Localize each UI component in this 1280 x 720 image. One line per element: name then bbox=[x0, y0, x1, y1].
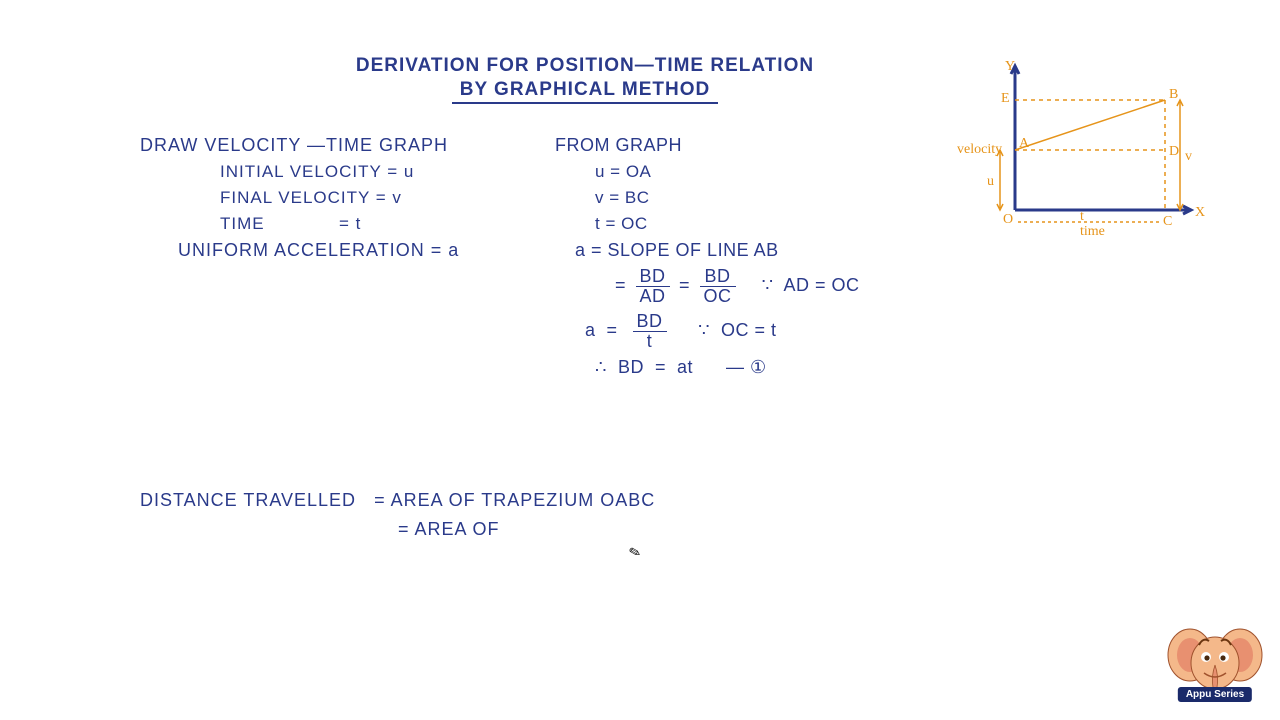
frac2-den: OC bbox=[700, 287, 736, 306]
left-row-0: INITIAL VELOCITY = u bbox=[140, 162, 459, 182]
eq-mark: — ① bbox=[726, 357, 767, 377]
label-u: u bbox=[987, 174, 994, 189]
title-line-2: BY GRAPHICAL METHOD bbox=[305, 79, 865, 104]
accel-frac2-row: a = BD t ∵ OC = t bbox=[555, 312, 860, 351]
frac1-den: AD bbox=[636, 287, 670, 306]
label-x: X bbox=[1195, 205, 1205, 220]
frac3-num: BD bbox=[633, 312, 667, 332]
graph-svg: Y X O A B C D E velocity time u v t bbox=[985, 60, 1235, 250]
distance-line-2: = AREA OF bbox=[140, 519, 655, 540]
label-time: time bbox=[1080, 224, 1105, 239]
label-y: Y bbox=[1005, 59, 1015, 74]
right-row-0: u = OA bbox=[555, 162, 860, 182]
left-header: DRAW VELOCITY —TIME GRAPH bbox=[140, 135, 459, 156]
right-header: FROM GRAPH bbox=[555, 135, 860, 156]
distance-line-1: DISTANCE TRAVELLED = AREA OF TRAPEZIUM O… bbox=[140, 490, 655, 511]
label-b: B bbox=[1169, 87, 1178, 102]
left-row-1: FINAL VELOCITY = v bbox=[140, 188, 459, 208]
frac2-num: BD bbox=[700, 267, 736, 287]
right-row-1: v = BC bbox=[555, 188, 860, 208]
frac3-den: t bbox=[633, 332, 667, 351]
note-ad-oc: ∵ AD = OC bbox=[762, 275, 860, 295]
right-row-2: t = OC bbox=[555, 214, 860, 234]
title-block: DERIVATION FOR POSITION—TIME RELATION BY… bbox=[305, 55, 865, 104]
frac1-num: BD bbox=[636, 267, 670, 287]
left-column: DRAW VELOCITY —TIME GRAPH INITIAL VELOCI… bbox=[140, 135, 459, 267]
bd-at: ∴ BD = at bbox=[595, 357, 693, 377]
label-v: v bbox=[1185, 149, 1192, 164]
label-velocity: velocity bbox=[957, 142, 1002, 157]
accel-line: a = SLOPE OF LINE AB bbox=[555, 240, 860, 261]
frac-bd-ad: BD AD bbox=[636, 267, 670, 306]
accel-frac-row: = BD AD = BD OC ∵ AD = OC bbox=[555, 267, 860, 306]
left-row-2: TIME = t bbox=[140, 214, 459, 234]
label-d: D bbox=[1169, 144, 1179, 159]
distance-block: DISTANCE TRAVELLED = AREA OF TRAPEZIUM O… bbox=[140, 490, 655, 540]
label-a: A bbox=[1019, 136, 1030, 151]
line-ab bbox=[1015, 100, 1165, 150]
label-e: E bbox=[1001, 91, 1010, 106]
title-line-1: DERIVATION FOR POSITION—TIME RELATION bbox=[305, 55, 865, 77]
distance-label: DISTANCE TRAVELLED bbox=[140, 490, 356, 510]
frac-bd-t: BD t bbox=[633, 312, 667, 351]
label-o: O bbox=[1003, 212, 1013, 227]
pencil-cursor-icon: ✎ bbox=[627, 543, 643, 562]
label-t: t bbox=[1080, 209, 1084, 224]
title-line-2-text: BY GRAPHICAL METHOD bbox=[452, 79, 719, 104]
conclusion-row: ∴ BD = at — ① bbox=[555, 357, 860, 378]
frac-bd-oc: BD OC bbox=[700, 267, 736, 306]
logo-text: Appu Series bbox=[1178, 687, 1252, 702]
velocity-time-graph: Y X O A B C D E velocity time u v t bbox=[985, 60, 1235, 250]
distance-area-1: = AREA OF TRAPEZIUM OABC bbox=[374, 490, 655, 510]
label-c: C bbox=[1163, 214, 1172, 229]
note-oc-t: ∵ OC = t bbox=[698, 320, 776, 340]
right-column: FROM GRAPH u = OA v = BC t = OC a = SLOP… bbox=[555, 135, 860, 384]
left-row-3: UNIFORM ACCELERATION = a bbox=[140, 240, 459, 261]
appu-series-logo: Appu Series bbox=[1165, 615, 1265, 710]
